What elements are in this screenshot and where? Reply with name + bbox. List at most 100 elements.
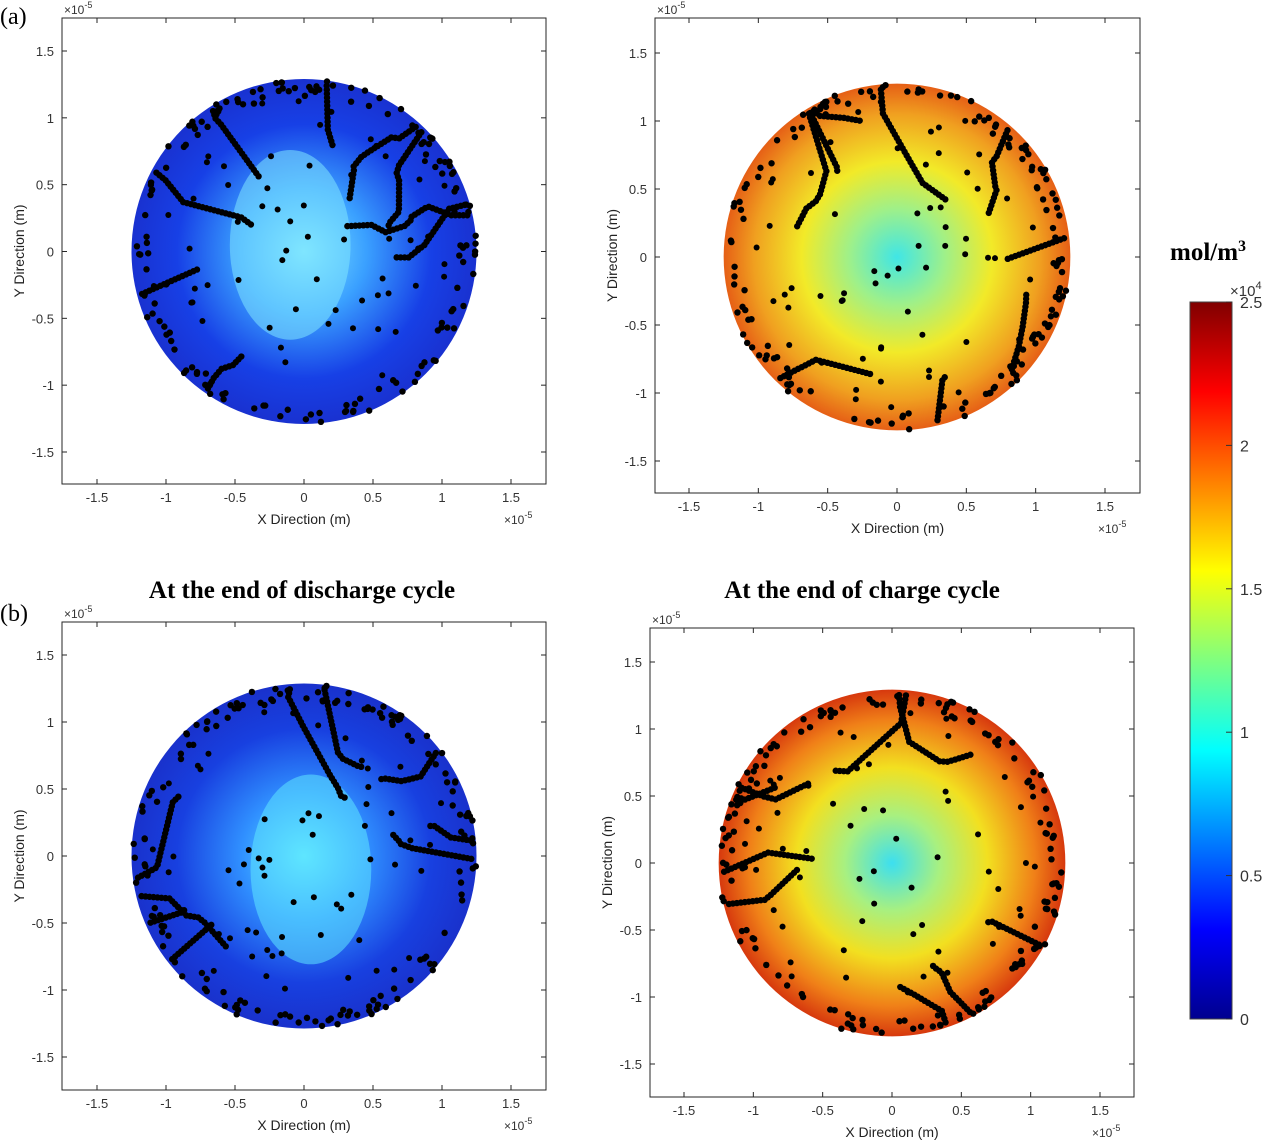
particle-dot [783, 982, 791, 989]
particle-dot [888, 420, 895, 427]
particle-dot [755, 352, 763, 359]
particle-dot [941, 374, 948, 381]
particle-dot [365, 783, 372, 790]
particle-dot [143, 266, 150, 273]
particle-dot [180, 369, 188, 377]
x-tick-label: -1.5 [86, 490, 108, 505]
particle-dot [190, 195, 197, 202]
x-tick-label: 1 [1032, 499, 1039, 514]
particle-dot [934, 854, 941, 861]
particle-dot [1041, 787, 1048, 794]
particle-dot [873, 701, 880, 708]
particle-dot [203, 726, 210, 733]
plot-panel-3: -1.5 -1.5 -1 -1 -0.5 -0.5 0 0 0.5 0.5 1 1 1.5 1.5 X Di… [11, 604, 547, 1133]
particle-dot [364, 765, 371, 772]
particle-dot [901, 1017, 908, 1024]
particle-markers [130, 682, 480, 1030]
particle-dot [963, 338, 970, 345]
particle-dot [275, 87, 282, 95]
particle-dot [287, 218, 294, 225]
particle-dot [165, 932, 172, 939]
y-tick-label: 1.5 [624, 655, 642, 670]
particle-dot [259, 100, 266, 107]
colorbar-tick-label: 0.5 [1240, 869, 1262, 886]
x-tick-label: 1 [438, 490, 445, 505]
particle-dot [260, 402, 267, 409]
particle-dot [942, 224, 949, 231]
particle-dot [893, 835, 900, 842]
particle-dot [1016, 905, 1023, 912]
particle-dot [775, 972, 782, 979]
particle-dot [787, 959, 794, 966]
concentration-field [718, 689, 1066, 1037]
particle-dot [750, 768, 757, 775]
particle-dot [416, 176, 423, 183]
particle-dot [466, 813, 474, 820]
particle-dot [348, 84, 355, 91]
particle-dot [315, 813, 322, 820]
particle-dot [981, 998, 989, 1005]
particle-dot [844, 1011, 852, 1018]
particle-dot [1048, 856, 1055, 863]
particle-dot [752, 945, 759, 952]
particle-dot [770, 355, 778, 362]
particle-dot [392, 861, 399, 868]
particle-dot [204, 718, 211, 725]
particle-dot [981, 1003, 988, 1010]
particle-dot [806, 723, 814, 731]
particle-dot [1042, 805, 1050, 812]
particle-dot [314, 689, 322, 696]
particle-dot [156, 317, 163, 325]
particle-dot [317, 418, 325, 426]
y-axis-label: Y Direction (m) [599, 816, 615, 909]
particle-dot [225, 867, 232, 874]
particle-dot [831, 1006, 838, 1014]
particle-dot [803, 847, 810, 854]
particle-dot [278, 79, 285, 86]
particle-dot [347, 98, 355, 105]
x-tick-label: -1 [753, 499, 765, 514]
particle-dot [1056, 212, 1063, 219]
particle-dot [989, 940, 996, 947]
particle-dot [291, 84, 299, 92]
particle-dot [748, 344, 756, 351]
particle-dot [407, 976, 414, 984]
particle-dot [133, 243, 141, 250]
y-tick-label: -1.5 [620, 1057, 642, 1072]
particle-dot [285, 87, 292, 95]
particle-dot [1047, 845, 1054, 853]
particle-dot [1043, 206, 1050, 214]
particle-dot [456, 868, 463, 875]
particle-dot [962, 251, 969, 258]
particle-dot [1029, 224, 1036, 231]
particle-dot [740, 215, 747, 223]
particle-dot [216, 105, 223, 112]
particle-dot [819, 100, 827, 108]
particle-dot [923, 264, 930, 271]
particle-dot [757, 164, 764, 172]
particle-dot [286, 1013, 294, 1020]
particle-dot [334, 1020, 341, 1028]
title-charge: At the end of charge cycle [724, 577, 1000, 604]
x-tick-label: -1.5 [678, 499, 700, 514]
particle-dot [742, 864, 749, 871]
particle-dot [838, 1025, 845, 1032]
particle-dot [733, 802, 741, 809]
particle-dot [385, 290, 392, 297]
particle-dot [817, 292, 824, 299]
particle-dot [237, 997, 244, 1004]
particle-dot [150, 913, 157, 920]
particle-dot [743, 181, 750, 188]
particle-dot [788, 285, 795, 292]
y-axis-label: Y Direction (m) [11, 204, 27, 297]
particle-dot [472, 240, 479, 247]
particle-dot [370, 996, 377, 1004]
y-tick-label: -1.5 [625, 454, 647, 469]
particle-dot [799, 111, 807, 118]
particle-dot [859, 918, 866, 925]
particle-dot [193, 721, 200, 729]
particle-dot [1042, 905, 1050, 912]
particle-dot [943, 715, 950, 722]
particle-dot [379, 275, 386, 282]
